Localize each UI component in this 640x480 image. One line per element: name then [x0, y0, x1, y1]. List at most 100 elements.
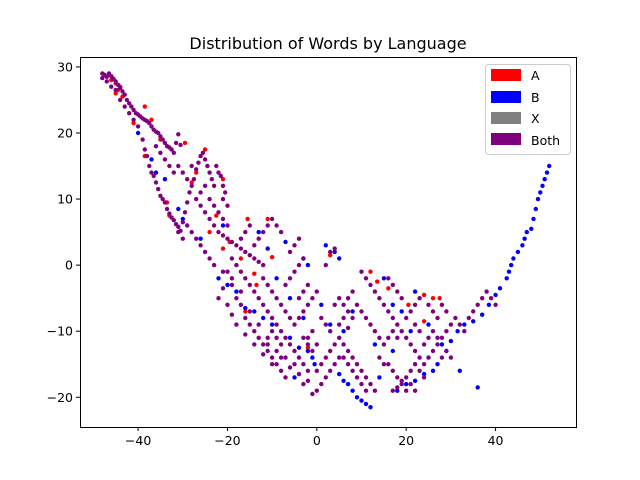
point-both [176, 163, 181, 169]
point-b [486, 302, 492, 307]
point-b [368, 405, 373, 410]
point-both [216, 170, 221, 175]
point-both [368, 381, 373, 387]
point-both [207, 196, 212, 202]
point-a [214, 213, 219, 218]
point-b [390, 348, 395, 354]
chart-title: Distribution of Words by Language [189, 34, 466, 53]
point-both [142, 147, 147, 152]
point-a [207, 229, 212, 235]
point-both [435, 315, 440, 321]
point-b [363, 401, 369, 407]
point-both [205, 163, 210, 169]
point-both [256, 259, 261, 264]
legend-label-x: X [531, 111, 540, 126]
point-both [265, 335, 270, 340]
point-both [252, 342, 257, 347]
point-b [341, 378, 346, 383]
point-both [234, 262, 239, 268]
point-both [350, 289, 355, 294]
point-both [332, 302, 337, 307]
point-both [274, 322, 279, 327]
point-a [220, 177, 226, 182]
point-both [185, 200, 190, 205]
point-b [198, 236, 203, 241]
point-both [296, 371, 302, 377]
point-both [207, 216, 212, 222]
point-both [176, 224, 181, 229]
point-a [189, 180, 194, 185]
point-both [395, 335, 400, 340]
point-both [171, 218, 176, 223]
point-both [421, 342, 427, 347]
point-both [328, 348, 333, 354]
point-both [310, 296, 315, 301]
point-both [167, 211, 172, 216]
point-b [542, 177, 547, 182]
point-both [408, 309, 413, 314]
point-a [202, 147, 208, 152]
point-both [218, 173, 223, 179]
point-both [147, 163, 152, 169]
point-both [158, 134, 163, 139]
point-both [363, 388, 369, 393]
point-both [323, 355, 328, 360]
point-both [453, 315, 458, 321]
point-both [345, 296, 351, 301]
point-b [337, 256, 342, 261]
point-both [408, 342, 413, 347]
point-both [372, 289, 378, 294]
point-both [269, 362, 275, 367]
point-both [238, 269, 244, 274]
point-b [408, 329, 413, 334]
axes-frame [80, 57, 577, 428]
point-b [455, 329, 460, 334]
point-both [278, 329, 284, 334]
point-both [229, 312, 235, 317]
point-both [301, 289, 306, 294]
point-b [457, 368, 462, 373]
point-a [238, 256, 244, 261]
point-both [274, 362, 279, 367]
point-b [480, 312, 485, 317]
point-both [412, 362, 418, 367]
point-both [381, 362, 387, 367]
point-b [475, 385, 480, 390]
point-both [160, 196, 165, 202]
y-tick-label: 30 [57, 59, 73, 74]
point-both [261, 262, 266, 268]
point-both [115, 82, 121, 88]
point-a [421, 319, 427, 324]
point-b [283, 239, 288, 245]
point-b [511, 256, 516, 261]
point-both [399, 329, 404, 334]
point-both [127, 111, 132, 116]
point-both [319, 315, 324, 321]
point-a [368, 269, 373, 274]
point-both [332, 246, 337, 251]
point-both [412, 388, 418, 393]
point-both [310, 329, 315, 334]
point-both [169, 147, 174, 152]
point-b [153, 170, 159, 175]
point-b [180, 216, 185, 222]
point-both [269, 216, 275, 222]
point-both [386, 309, 391, 314]
point-b [332, 249, 337, 255]
point-both [189, 183, 194, 188]
point-both [283, 282, 288, 288]
point-both [211, 262, 217, 268]
point-a [254, 282, 259, 288]
point-both [211, 223, 217, 228]
y-axis: −20 −10 0 10 20 30 [47, 59, 80, 405]
point-both [194, 167, 199, 172]
point-both [202, 210, 208, 215]
point-a [406, 302, 411, 307]
point-a [328, 253, 333, 258]
point-both [283, 355, 288, 360]
point-b [305, 262, 311, 268]
point-both [129, 104, 134, 109]
point-both [296, 236, 302, 241]
point-both [292, 269, 297, 274]
point-both [196, 160, 201, 165]
